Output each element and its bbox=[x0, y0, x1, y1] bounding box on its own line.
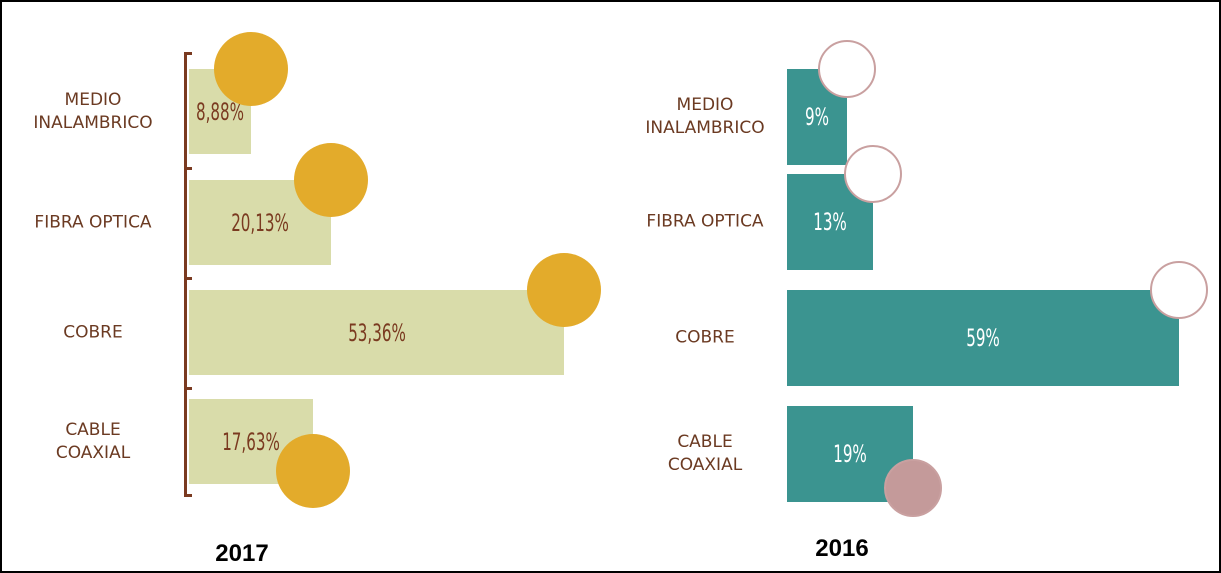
value-label: 17,63% bbox=[222, 427, 280, 456]
value-label: 9% bbox=[804, 103, 829, 131]
category-label: COBRE bbox=[63, 322, 123, 342]
bracket-tick bbox=[184, 277, 192, 280]
category-label: FIBRA OPTICA bbox=[34, 212, 152, 232]
category-label: MEDIO INALAMBRICO bbox=[645, 95, 765, 138]
bar bbox=[189, 290, 565, 375]
icon bbox=[1149, 261, 1208, 319]
value-label: 13% bbox=[813, 208, 847, 236]
bracket-tick bbox=[184, 494, 192, 497]
value-label: 20,13% bbox=[230, 208, 289, 237]
icon bbox=[527, 253, 602, 327]
icon bbox=[844, 145, 903, 203]
bracket-tick bbox=[184, 167, 192, 170]
category-label: CABLE COAXIAL bbox=[667, 432, 743, 475]
category-label: MEDIO INALAMBRICO bbox=[33, 89, 153, 133]
value-label: 19% bbox=[833, 440, 867, 468]
bracket-tick bbox=[184, 52, 192, 55]
bar bbox=[787, 290, 1179, 386]
icon bbox=[214, 32, 289, 106]
icon bbox=[817, 40, 876, 98]
value-label: 53,36% bbox=[347, 318, 406, 347]
category-label: FIBRA OPTICA bbox=[646, 211, 764, 232]
icon bbox=[293, 143, 368, 217]
icon bbox=[884, 458, 943, 517]
chart-title: 2017 bbox=[215, 540, 269, 567]
category-label: CABLE COAXIAL bbox=[55, 419, 131, 463]
icon bbox=[275, 434, 350, 509]
category-label: COBRE bbox=[675, 327, 735, 348]
bracket-tick bbox=[184, 387, 192, 390]
chart-title: 2016 bbox=[815, 535, 869, 562]
axis-bracket bbox=[184, 52, 187, 497]
value-label: 59% bbox=[966, 324, 1000, 352]
